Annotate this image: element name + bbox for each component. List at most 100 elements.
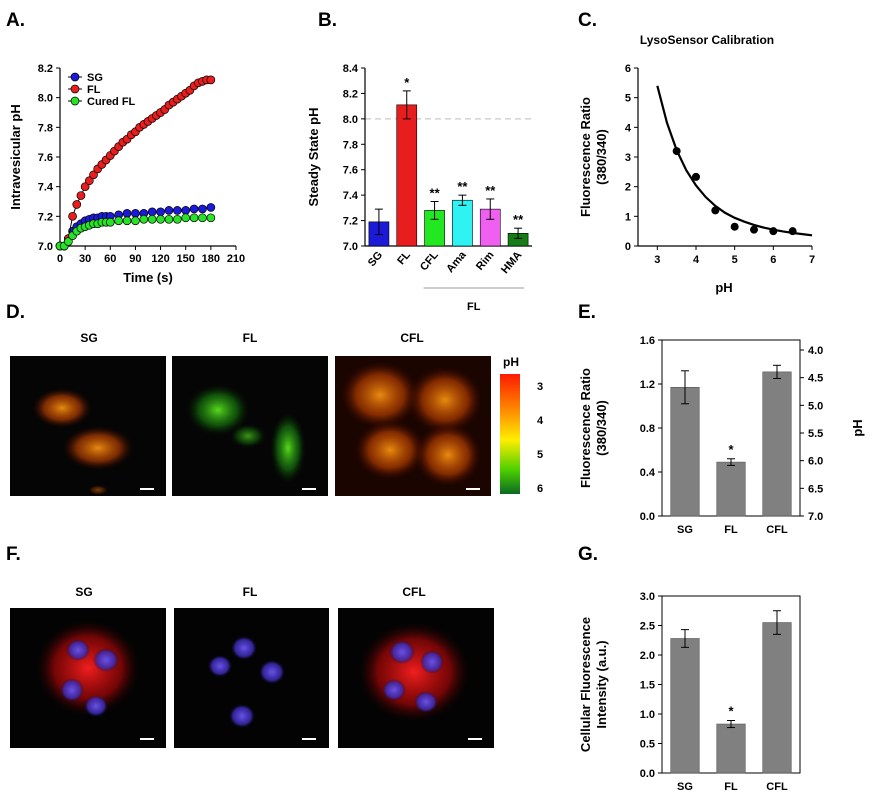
chart-c-y-tick-label: 0 — [625, 241, 631, 253]
chart-a-data-point — [156, 207, 165, 217]
chart-a-x-axis-label: Time (s) — [123, 270, 173, 285]
colorbar-tick: 6 — [537, 483, 543, 495]
chart-e-y-axis-label-2: (380/340) — [594, 400, 609, 456]
chart-c-x-tick-label: 3 — [654, 254, 660, 266]
chart-a-y-tick-label: 7.0 — [38, 241, 53, 253]
chart-g-y-axis-label: Cellular Fluorescence — [578, 617, 593, 752]
chart-a-y-tick-label: 7.4 — [38, 182, 54, 194]
chart-b-significance: * — [404, 75, 410, 90]
chart-g-y-tick-label: 0.5 — [640, 739, 655, 751]
chart-g-x-tick-label: FL — [724, 781, 738, 793]
chart-a-data-point — [156, 214, 165, 224]
chart-b-x-tick-label: SG — [366, 249, 385, 269]
chart-e-y-axis-label: Fluorescence Ratio — [578, 368, 593, 488]
ph-colorbar: pH 3 4 5 6 — [500, 355, 544, 495]
chart-c-data-point — [711, 206, 720, 215]
chart-a-data-point — [198, 213, 207, 223]
chart-g-y-tick-label: 2.0 — [640, 650, 655, 662]
legend-label: SG — [87, 72, 103, 84]
chart-c: LysoSensor Calibration 0 1 2 3 4 5 6 3 4 5 6 7 pH Fluo… — [578, 33, 815, 295]
chart-b-bar — [452, 199, 473, 247]
legend-label: FL — [87, 84, 101, 96]
chart-a-x-tick-label: 150 — [177, 253, 195, 265]
panel-label-e: E. — [578, 302, 596, 323]
chart-e: 0.0 0.4 0.8 1.2 1.6 Fluorescence Ratio (380/34… — [578, 335, 865, 536]
panel-label-f: F. — [6, 544, 21, 565]
chart-a-data-point — [189, 213, 199, 223]
chart-a-data-point — [131, 216, 140, 226]
chart-c-y-tick-label: 2 — [625, 182, 631, 194]
image-label-d-fl: FL — [243, 331, 258, 345]
scale-bar — [140, 488, 154, 490]
chart-a-data-point — [181, 213, 191, 223]
chart-a-data-point — [76, 191, 86, 200]
chart-c-data-point — [672, 147, 681, 156]
scale-bar — [140, 738, 154, 740]
chart-a-data-point — [122, 216, 132, 226]
chart-a-data-point — [172, 214, 182, 224]
chart-g-significance: * — [728, 703, 734, 718]
chart-e-x-tick-label: CFL — [766, 524, 788, 536]
chart-b-y-tick-label: 7.4 — [343, 190, 359, 202]
chart-b-significance: ** — [485, 183, 496, 198]
image-label-f-sg: SG — [75, 585, 92, 599]
chart-e-bar — [762, 371, 792, 517]
colorbar-tick: 5 — [537, 449, 543, 461]
chart-c-data-point — [692, 172, 700, 181]
chart-g-bar — [670, 638, 700, 774]
chart-a-x-tick-label: 210 — [227, 253, 245, 265]
chart-a-x-tick-label: 0 — [57, 253, 63, 265]
chart-a-y-axis-label: Intravesicular pH — [8, 104, 23, 210]
chart-g-y-tick-label: 1.0 — [640, 709, 655, 721]
chart-a-data-point — [198, 204, 207, 214]
chart-b-y-tick-label: 8.0 — [343, 114, 358, 126]
panel-label-c: C. — [578, 10, 597, 31]
chart-e-right-tick-label: 6.5 — [808, 483, 823, 495]
image-label-d-cfl: CFL — [400, 331, 423, 345]
chart-b-y-tick-label: 7.2 — [343, 216, 358, 228]
chart-c-y-tick-label: 6 — [625, 63, 631, 75]
chart-e-significance: * — [728, 442, 734, 457]
chart-g-y-tick-label: 2.5 — [640, 621, 655, 633]
chart-e-right-tick-label: 5.0 — [808, 400, 823, 412]
chart-a-y-tick-label: 7.2 — [38, 211, 53, 223]
chart-a-data-point — [164, 206, 174, 215]
chart-e-x-tick-label: FL — [724, 524, 738, 536]
micrographs-d: SG FL CFL pH 3 4 — [10, 331, 544, 496]
chart-e-y-tick-label: 1.2 — [640, 379, 655, 391]
chart-a-data-point — [172, 206, 182, 215]
panel-label-a: A. — [6, 10, 25, 31]
chart-b: 7.0 7.2 7.4 7.6 7.8 8.0 8.2 8.4 Steady State pH S… — [306, 63, 532, 313]
chart-a-y-tick-label: 7.6 — [38, 152, 53, 164]
chart-a-data-point — [206, 203, 216, 212]
chart-b-y-tick-label: 8.4 — [343, 63, 359, 75]
chart-a-data-point — [147, 214, 157, 224]
panel-label-d: D. — [6, 302, 25, 323]
chart-b-y-tick-label: 7.8 — [343, 139, 358, 151]
chart-a-y-tick-label: 8.2 — [38, 63, 53, 75]
chart-c-x-tick-label: 6 — [770, 254, 776, 266]
chart-g-bar — [762, 622, 792, 774]
chart-c-data-point — [788, 227, 797, 236]
chart-b-y-tick-label: 8.2 — [343, 88, 358, 100]
chart-b-significance: ** — [430, 186, 441, 201]
chart-g-y-axis-label-2: Intensity (a.u.) — [594, 640, 609, 728]
colorbar-tick: 3 — [537, 381, 543, 393]
chart-a-data-point — [114, 216, 124, 226]
chart-b-significance: ** — [457, 179, 468, 194]
chart-a-data-point — [84, 176, 94, 186]
chart-g: 0.0 0.5 1.0 1.5 2.0 2.5 3.0 Cellular Fluorescen… — [578, 591, 801, 793]
chart-c-data-point — [730, 222, 739, 231]
chart-a-data-point — [164, 214, 174, 224]
colorbar-title: pH — [503, 355, 519, 369]
chart-a-y-tick-label: 7.8 — [38, 122, 53, 134]
chart-c-y-tick-label: 3 — [625, 152, 631, 164]
scale-bar — [302, 488, 316, 490]
chart-c-title: LysoSensor Calibration — [640, 33, 774, 47]
chart-c-x-tick-label: 5 — [732, 254, 738, 266]
panel-label-b: B. — [318, 10, 337, 31]
chart-g-y-tick-label: 0.0 — [640, 768, 655, 780]
chart-a-data-point — [206, 75, 216, 85]
legend-marker — [70, 84, 80, 94]
chart-c-y-tick-label: 5 — [625, 93, 631, 105]
